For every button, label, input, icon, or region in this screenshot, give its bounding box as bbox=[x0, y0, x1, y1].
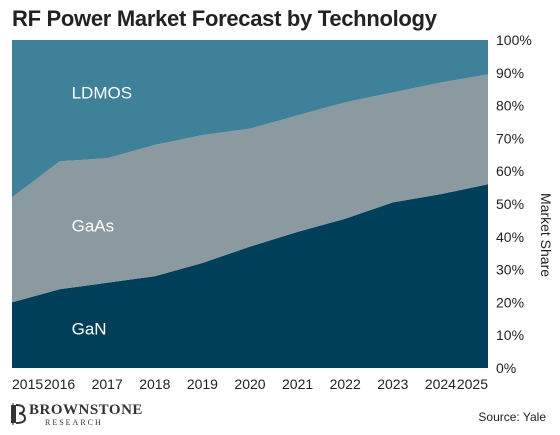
y-tick-label: 60% bbox=[496, 163, 524, 179]
brownstone-logo-icon bbox=[11, 403, 26, 425]
source-note: Source: Yale bbox=[478, 410, 546, 424]
x-tick-label: 2017 bbox=[92, 376, 123, 392]
y-tick-label: 20% bbox=[496, 294, 524, 310]
series-label-ldmos: LDMOS bbox=[72, 83, 132, 102]
y-tick-label: 50% bbox=[496, 196, 524, 212]
area-gan bbox=[12, 184, 488, 368]
series-labels: GaN GaAs LDMOS bbox=[72, 83, 132, 338]
x-tick-label: 2025 bbox=[457, 376, 488, 392]
chart-title: RF Power Market Forecast by Technology bbox=[12, 6, 437, 31]
brand-logo: BROWNSTONE RESEARCH bbox=[10, 403, 143, 427]
y-tick-label: 100% bbox=[496, 32, 532, 48]
x-tick-label: 2020 bbox=[234, 376, 265, 392]
x-tick-label: 2019 bbox=[187, 376, 218, 392]
series-label-gan: GaN bbox=[72, 320, 107, 339]
x-tick-label: 2022 bbox=[330, 376, 361, 392]
y-tick-label: 40% bbox=[496, 229, 524, 245]
y-tick-label: 80% bbox=[496, 98, 524, 114]
y-tick-label: 0% bbox=[496, 360, 516, 376]
brand-name: BROWNSTONE bbox=[29, 402, 143, 418]
brand-subtitle: RESEARCH bbox=[45, 418, 103, 427]
series-label-gaas: GaAs bbox=[72, 216, 115, 235]
x-tick-label: 2024 bbox=[425, 376, 456, 392]
area-gaas bbox=[12, 74, 488, 303]
area-ldmos bbox=[12, 40, 488, 198]
x-tick-label: 2023 bbox=[377, 376, 408, 392]
x-tick-label: 2018 bbox=[139, 376, 170, 392]
y-tick-label: 90% bbox=[496, 65, 524, 81]
area-layers bbox=[12, 40, 488, 368]
y-tick-label: 10% bbox=[496, 327, 524, 343]
x-tick-label: 2016 bbox=[44, 376, 75, 392]
y-axis-ticks: 0% 10% 20% 30% 40% 50% 60% 70% 80% 90% 100% bbox=[496, 32, 532, 376]
x-tick-label: 2015 bbox=[12, 376, 43, 392]
y-tick-label: 30% bbox=[496, 262, 524, 278]
x-tick-label: 2021 bbox=[282, 376, 313, 392]
y-axis-title: Market Share bbox=[538, 193, 554, 277]
y-tick-label: 70% bbox=[496, 130, 524, 146]
x-axis-ticks: 2015 2016 2017 2018 2019 2020 2021 2022 2023 2024… bbox=[12, 376, 488, 392]
